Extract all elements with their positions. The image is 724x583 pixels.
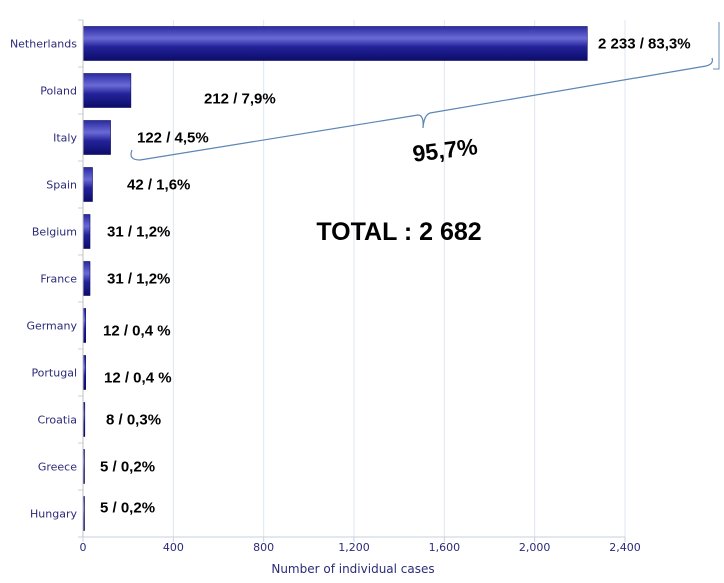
data-label: 31 / 1,2% <box>107 271 170 288</box>
data-label: 5 / 0,2% <box>100 500 155 517</box>
category-label: Portugal <box>31 367 77 380</box>
data-label: 5 / 0,2% <box>100 459 155 476</box>
category-label: Croatia <box>37 414 77 427</box>
category-label: Netherlands <box>10 38 77 51</box>
total-annotation: TOTAL : 2 682 <box>316 218 481 246</box>
data-label: 8 / 0,3% <box>106 412 161 429</box>
x-tick-label: 1,600 <box>429 541 461 554</box>
category-label: Italy <box>53 132 77 145</box>
x-tick-label: 2,000 <box>519 541 551 554</box>
x-tick-label: 800 <box>253 541 274 554</box>
x-tick-label: 1,200 <box>338 541 370 554</box>
category-label: Hungary <box>30 508 77 521</box>
data-labels: 2 233 / 83,3% 212 / 7,9% 122 / 4,5% 42 / 1,… <box>100 36 691 517</box>
data-label: 31 / 1,2% <box>107 224 170 241</box>
bar <box>82 120 111 155</box>
data-label: 122 / 4,5% <box>137 130 209 147</box>
x-tick-label: 400 <box>163 541 184 554</box>
axes: 0 400 800 1,200 1,600 2,000 2,400 Netherlands Po… <box>10 19 641 554</box>
x-tick-label: 0 <box>80 541 87 554</box>
grid <box>172 20 626 537</box>
data-label: 42 / 1,6% <box>127 177 190 194</box>
bar <box>82 73 132 108</box>
bars <box>82 26 588 531</box>
bar <box>82 167 93 202</box>
category-label: Poland <box>40 85 77 98</box>
bar <box>82 261 91 296</box>
data-label: 12 / 0,4 % <box>104 370 172 387</box>
data-label: 212 / 7,9% <box>204 91 276 108</box>
category-label: France <box>40 273 77 286</box>
brace-annotation <box>130 57 713 161</box>
category-label: Germany <box>26 320 77 333</box>
right-bracket <box>713 22 720 70</box>
x-tick-label: 2,400 <box>609 541 641 554</box>
bar <box>82 214 91 249</box>
category-label: Belgium <box>32 226 77 239</box>
bar <box>82 26 588 61</box>
data-label: 2 233 / 83,3% <box>598 36 691 53</box>
x-axis-title: Number of individual cases <box>271 562 434 576</box>
category-label: Greece <box>38 461 77 474</box>
data-label: 12 / 0,4 % <box>103 323 171 340</box>
category-label: Spain <box>46 179 77 192</box>
